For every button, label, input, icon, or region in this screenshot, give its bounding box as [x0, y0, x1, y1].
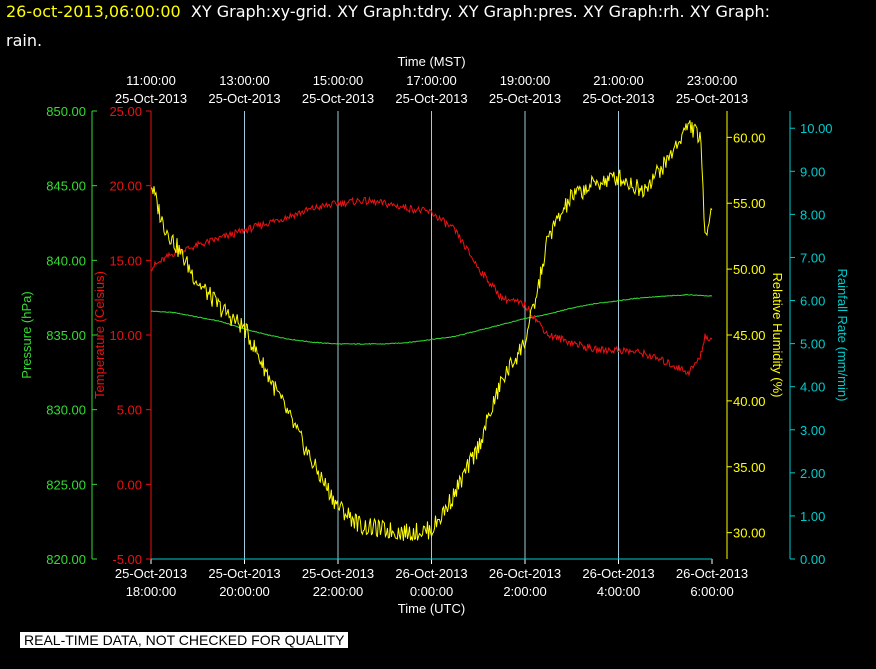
top-tick-date: 25-Oct-2013 [302, 91, 374, 106]
rainfall-tick-label: 0.00 [800, 552, 825, 567]
top-tick-time: 13:00:00 [219, 73, 270, 88]
rainfall-tick-label: 7.00 [800, 250, 825, 265]
pressure-tick-label: 830.00 [46, 403, 86, 418]
top-tick-time: 19:00:00 [500, 73, 551, 88]
bottom-tick-date: 26-Oct-2013 [582, 566, 654, 581]
rainfall-tick-label: 6.00 [800, 294, 825, 309]
temperature-tick-label: 15.00 [109, 253, 142, 268]
bottom-tick-time: 18:00:00 [126, 584, 177, 599]
rainfall-tick-label: 2.00 [800, 466, 825, 481]
graph-timestamp: 26-oct-2013,06:00:00 [6, 2, 181, 21]
bottom-tick-time: 0:00:00 [410, 584, 453, 599]
top-axis-label: Time (MST) [397, 54, 465, 69]
temperature-series-line [150, 195, 713, 377]
humidity-tick-label: 60.00 [733, 130, 766, 145]
series-layer [150, 120, 713, 560]
rainfall-tick-label: 4.00 [800, 380, 825, 395]
bottom-tick-date: 26-Oct-2013 [395, 566, 467, 581]
top-tick-time: 21:00:00 [593, 73, 644, 88]
bottom-tick-time: 6:00:00 [690, 584, 733, 599]
rainfall-tick-label: 10.00 [800, 121, 833, 136]
rainfall-tick-label: 5.00 [800, 337, 825, 352]
top-tick-date: 25-Oct-2013 [582, 91, 654, 106]
bottom-tick-date: 25-Oct-2013 [302, 566, 374, 581]
rainfall-tick-label: 3.00 [800, 423, 825, 438]
grid-layer [244, 111, 619, 559]
humidity-tick-label: 50.00 [733, 262, 766, 277]
bottom-tick-date: 25-Oct-2013 [115, 566, 187, 581]
humidity-tick-label: 35.00 [733, 460, 766, 475]
graph-title-text: XY Graph:xy-grid. XY Graph:tdry. XY Grap… [190, 2, 770, 21]
temperature-tick-label: 20.00 [109, 179, 142, 194]
pressure-tick-label: 840.00 [46, 253, 86, 268]
bottom-tick-date: 25-Oct-2013 [208, 566, 280, 581]
bottom-tick-date: 26-Oct-2013 [489, 566, 561, 581]
graph-title-line-2: rain. [6, 31, 43, 50]
top-tick-date: 25-Oct-2013 [115, 91, 187, 106]
quality-disclaimer: REAL-TIME DATA, NOT CHECKED FOR QUALITY [20, 632, 349, 648]
humidity-tick-label: 55.00 [733, 196, 766, 211]
pressure-tick-label: 850.00 [46, 104, 86, 119]
bottom-tick-time: 2:00:00 [503, 584, 546, 599]
bottom-tick-time: 22:00:00 [313, 584, 364, 599]
humidity-tick-label: 40.00 [733, 394, 766, 409]
pressure-tick-label: 835.00 [46, 328, 86, 343]
temperature-tick-label: 5.00 [117, 403, 142, 418]
rainfall-tick-label: 9.00 [800, 164, 825, 179]
humidity-tick-label: 30.00 [733, 526, 766, 541]
pressure-tick-label: 820.00 [46, 552, 86, 567]
pressure-tick-label: 825.00 [46, 477, 86, 492]
pressure-tick-label: 845.00 [46, 179, 86, 194]
bottom-tick-date: 26-Oct-2013 [676, 566, 748, 581]
rainfall-axis-title: Rainfall Rate (mm/min) [835, 269, 850, 402]
top-tick-date: 25-Oct-2013 [208, 91, 280, 106]
top-tick-date: 25-Oct-2013 [489, 91, 561, 106]
bottom-axis-label: Time (UTC) [398, 601, 465, 616]
humidity-axis-title: Relative Humidity (%) [770, 273, 785, 398]
pressure-axis-title: Pressure (hPa) [19, 291, 34, 378]
humidity-tick-label: 45.00 [733, 328, 766, 343]
top-tick-date: 25-Oct-2013 [395, 91, 467, 106]
rainfall-tick-label: 8.00 [800, 207, 825, 222]
top-tick-time: 23:00:00 [687, 73, 738, 88]
bottom-tick-time: 20:00:00 [219, 584, 270, 599]
rainfall-tick-label: 1.00 [800, 509, 825, 524]
bottom-tick-time: 4:00:00 [597, 584, 640, 599]
top-tick-time: 17:00:00 [406, 73, 457, 88]
top-tick-time: 15:00:00 [313, 73, 364, 88]
top-tick-date: 25-Oct-2013 [676, 91, 748, 106]
graph-title-line-1: 26-oct-2013,06:00:00 XY Graph:xy-grid. X… [6, 2, 770, 21]
labels-layer: 25-Oct-201318:00:0011:00:0025-Oct-201325… [19, 54, 850, 616]
temperature-tick-label: 25.00 [109, 104, 142, 119]
top-tick-time: 11:00:00 [126, 73, 176, 88]
temperature-tick-label: 10.00 [109, 328, 142, 343]
humidity-series-line [150, 120, 713, 541]
temperature-axis-title: Temperature (Celsius) [92, 271, 107, 399]
temperature-tick-label: 0.00 [117, 477, 142, 492]
temperature-tick-label: -5.00 [112, 552, 142, 567]
